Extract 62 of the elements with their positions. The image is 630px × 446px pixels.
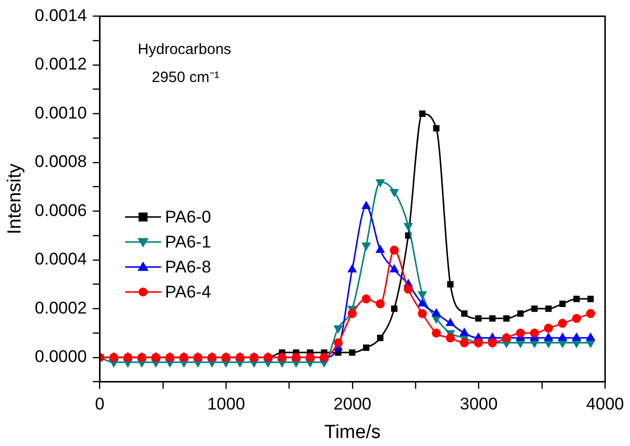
- point: [333, 325, 343, 334]
- annotation: 2950 cm⁻¹: [152, 69, 220, 86]
- x-tick-label: 2000: [334, 394, 372, 414]
- point: [544, 340, 554, 348]
- x-tick-label: 0: [95, 394, 105, 414]
- point: [503, 315, 510, 322]
- point: [545, 306, 552, 312]
- point: [361, 242, 371, 251]
- annotation: Hydrocarbons: [138, 41, 232, 58]
- point: [460, 338, 469, 348]
- point: [432, 328, 441, 338]
- point: [418, 309, 427, 318]
- y-tick-label: 0.0006: [34, 200, 87, 220]
- point: [559, 300, 566, 307]
- legend-label: PA6-8: [165, 258, 212, 277]
- point: [572, 314, 582, 323]
- point: [573, 296, 580, 302]
- point: [404, 284, 413, 294]
- y-tick-label: 0.0002: [34, 298, 87, 318]
- legend-label: PA6-0: [165, 208, 212, 227]
- x-tick-label: 3000: [460, 394, 498, 414]
- point: [446, 333, 455, 342]
- point: [362, 294, 371, 304]
- point: [349, 349, 356, 356]
- point: [530, 328, 539, 338]
- y-tick-label: 0.0004: [34, 250, 87, 269]
- y-tick-label: 0.0010: [34, 103, 87, 122]
- point: [375, 244, 385, 253]
- x-axis-title: Time/s: [324, 422, 381, 443]
- y-tick-label: 0.0012: [34, 54, 87, 74]
- y-tick-label: 0.0014: [34, 6, 87, 25]
- point: [447, 281, 454, 288]
- legend-label: PA6-1: [165, 232, 212, 252]
- point: [377, 334, 384, 342]
- point: [361, 200, 371, 210]
- point: [363, 344, 370, 351]
- point: [587, 296, 594, 302]
- point: [433, 125, 440, 132]
- point: [418, 291, 428, 300]
- point: [391, 306, 398, 312]
- point: [475, 315, 482, 322]
- point: [558, 318, 568, 328]
- point: [461, 310, 468, 317]
- point: [348, 309, 357, 318]
- point: [489, 315, 496, 322]
- point: [586, 309, 596, 318]
- y-tick-label: 0.0000: [34, 347, 87, 366]
- x-tick-label: 4000: [586, 394, 624, 414]
- y-tick-label: 0.0008: [34, 152, 87, 172]
- point: [516, 340, 526, 348]
- point: [390, 246, 399, 255]
- point: [531, 306, 538, 312]
- point: [544, 324, 553, 333]
- legend-label: PA6-4: [165, 282, 212, 302]
- point: [376, 299, 385, 308]
- y-axis-title: Intensity: [4, 163, 26, 234]
- point: [334, 338, 343, 348]
- point: [516, 328, 525, 338]
- point: [558, 340, 568, 348]
- point: [586, 340, 596, 348]
- x-tick-label: 1000: [207, 394, 246, 414]
- point: [419, 110, 426, 117]
